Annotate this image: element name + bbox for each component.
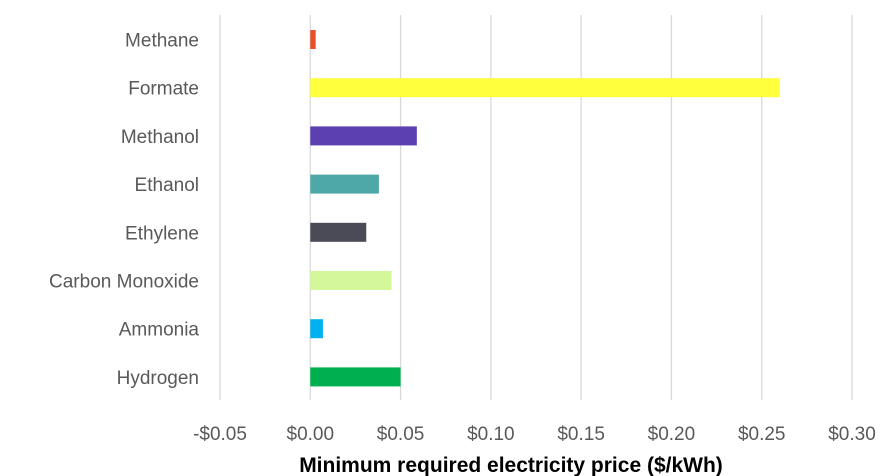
category-label: Ethanol [135, 175, 199, 196]
bar-methane [310, 30, 316, 49]
x-axis-title: Minimum required electricity price ($/kW… [299, 454, 723, 476]
gridlines [219, 15, 853, 400]
category-label: Ammonia [119, 320, 200, 341]
x-tick-label: $0.00 [287, 424, 335, 445]
x-tick-label: -$0.05 [193, 424, 247, 445]
bar-ammonia [310, 319, 323, 339]
category-label: Ethylene [125, 223, 199, 244]
x-tick-labels: -$0.05 $0.00 $0.05 $0.10 $0.15 $0.20 $0.25 $0.3… [193, 424, 876, 445]
x-tick-label: $0.05 [377, 424, 425, 445]
bar-ethylene [310, 222, 367, 242]
bar-methanol [310, 126, 417, 146]
category-label: Carbon Monoxide [49, 272, 199, 293]
bar-hydrogen [310, 367, 401, 387]
bar-formate [310, 78, 780, 98]
category-label: Methane [125, 31, 199, 52]
bars [310, 30, 780, 387]
category-label: Formate [128, 79, 199, 100]
x-tick-label: $0.20 [648, 424, 696, 445]
x-tick-label: $0.10 [467, 424, 515, 445]
x-tick-label: $0.15 [557, 424, 605, 445]
x-tick-label: $0.25 [738, 424, 786, 445]
category-label: Methanol [121, 127, 199, 148]
bar-ethanol [310, 174, 379, 194]
x-tick-label: $0.30 [828, 424, 876, 445]
bar-carbon-monoxide [310, 271, 392, 290]
category-labels: Methane Formate Methanol Ethanol Ethylene Car… [49, 31, 199, 389]
category-label: Hydrogen [117, 368, 199, 389]
